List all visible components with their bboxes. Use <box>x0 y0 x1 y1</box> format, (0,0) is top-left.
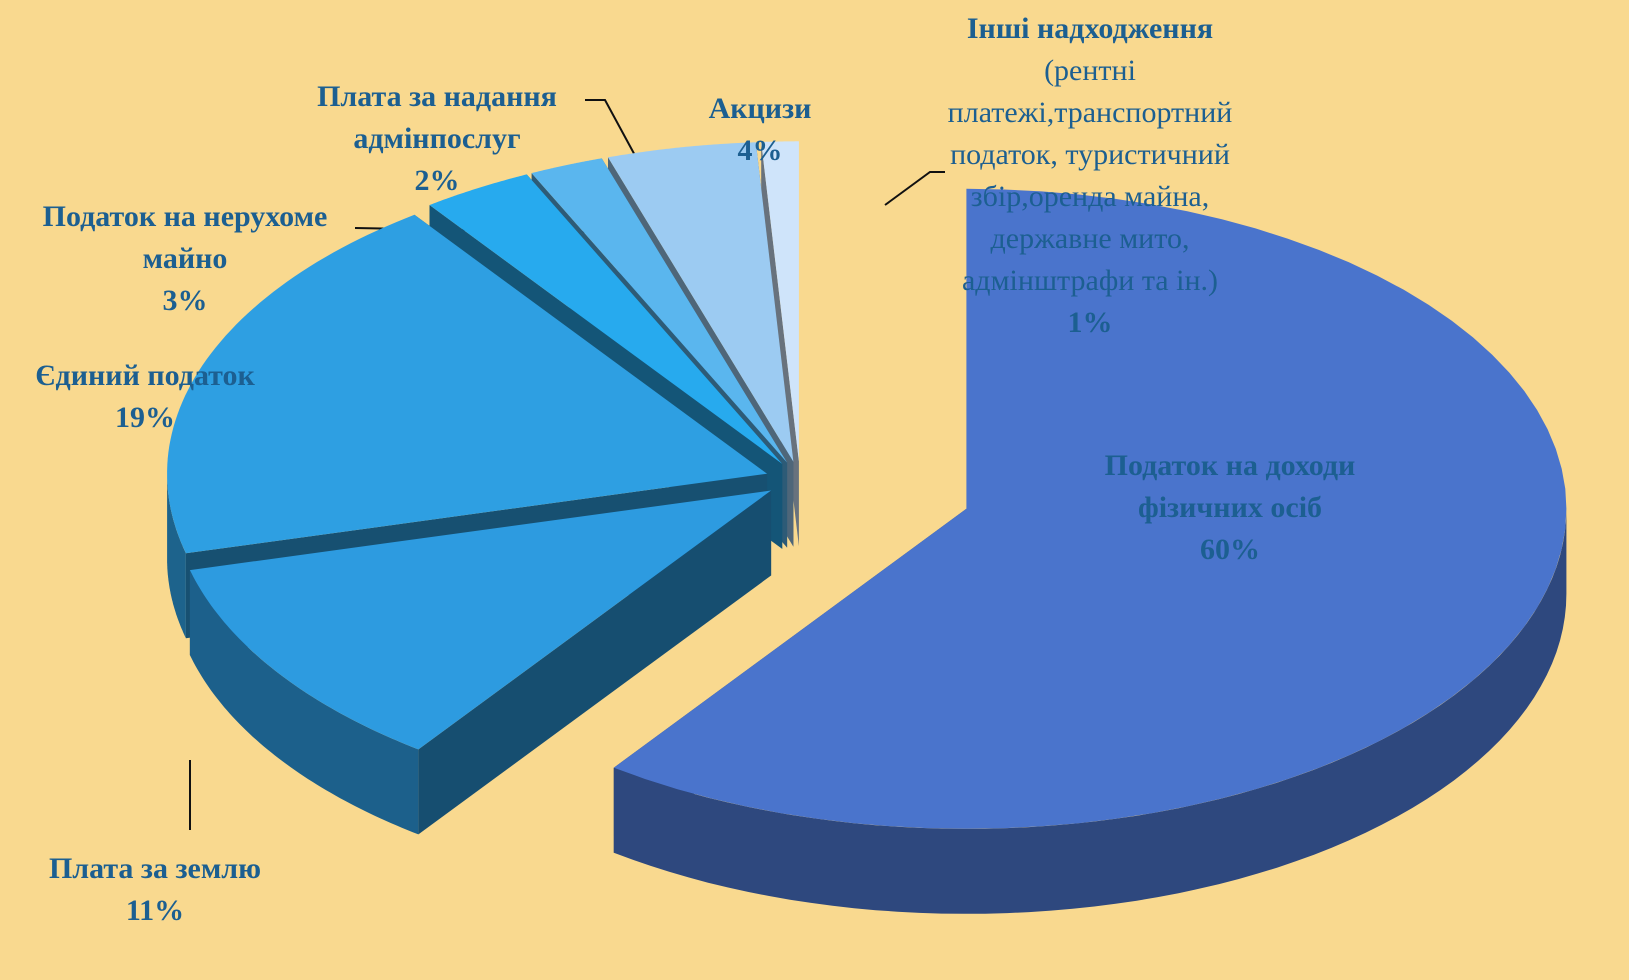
slice-label: Акцизи 4% <box>708 92 812 167</box>
slice <box>429 174 783 464</box>
slice-label: Податок на доходи фізичних осіб 60% <box>1104 449 1356 566</box>
slice <box>608 142 794 462</box>
leader-line <box>884 171 945 206</box>
slice-wall <box>189 570 419 835</box>
slice-label: Єдиний податок 19% <box>35 359 255 434</box>
slice <box>531 158 788 463</box>
slice <box>761 141 799 462</box>
slice-wall <box>167 473 186 639</box>
slice-label: Податок на нерухоме майно 3% <box>42 200 328 317</box>
slice-wall <box>613 508 1567 914</box>
slice-label: Плата за надання адмінпослуг 2% <box>317 80 557 197</box>
slice-label: Інші надходження (рентні платежі,транспор… <box>910 8 1270 344</box>
slice <box>167 214 768 554</box>
slice <box>613 188 1567 829</box>
slice-label: Плата за землю 11% <box>48 852 262 927</box>
annotation: (рентні платежі,транспортний податок, ту… <box>947 54 1233 297</box>
slice <box>189 490 772 750</box>
